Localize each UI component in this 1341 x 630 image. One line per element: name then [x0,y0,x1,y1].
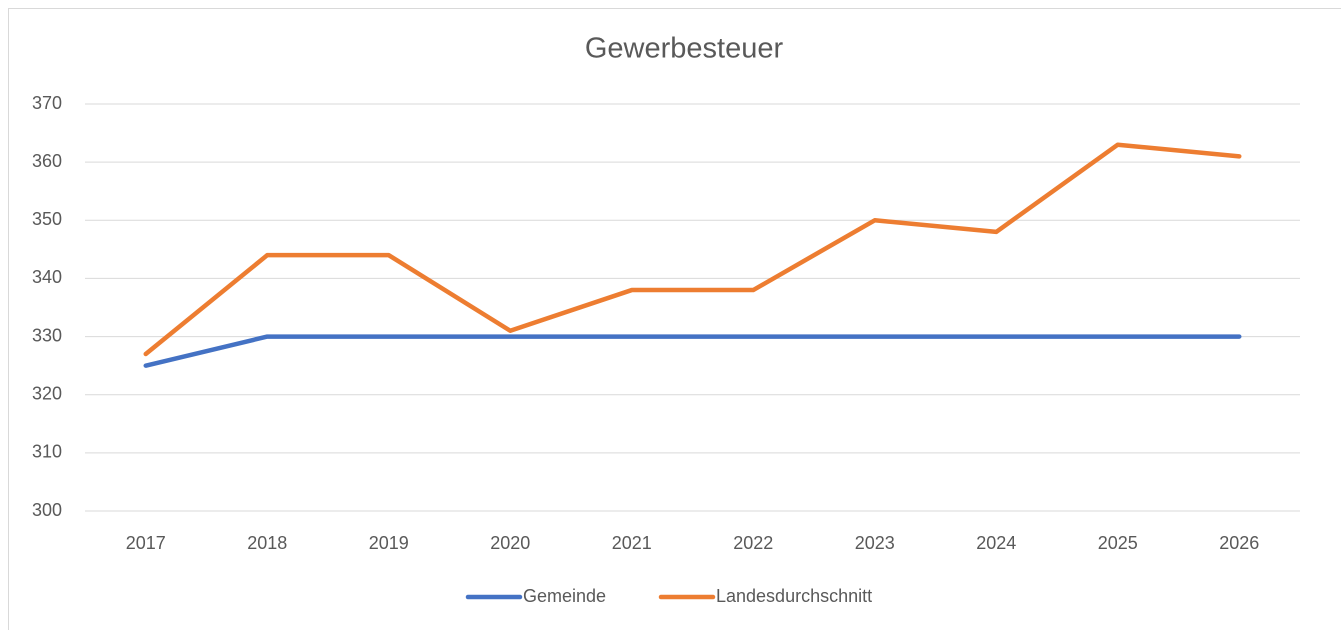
y-tick-label: 340 [32,267,62,287]
x-tick-label: 2026 [1219,533,1259,553]
series-line [143,142,1242,357]
chart-title: Gewerbesteuer [585,33,784,65]
x-tick-label: 2018 [247,533,287,553]
y-tick-label: 360 [32,151,62,171]
y-tick-label: 350 [32,209,62,229]
x-tick-label: 2021 [612,533,652,553]
legend-label: Gemeinde [523,586,606,606]
y-tick-label: 310 [32,442,62,462]
y-tick-label: 370 [32,93,62,113]
chart-border [8,8,1341,630]
x-tick-label: 2022 [733,533,773,553]
x-tick-label: 2019 [369,533,409,553]
y-tick-label: 330 [32,325,62,345]
series-line [143,334,1242,368]
y-tick-label: 300 [32,500,62,520]
legend-label: Landesdurchschnitt [716,586,872,606]
x-tick-label: 2017 [126,533,166,553]
x-tick-label: 2023 [855,533,895,553]
x-tick-label: 2024 [976,533,1016,553]
x-tick-label: 2020 [490,533,530,553]
y-tick-label: 320 [32,383,62,403]
x-tick-label: 2025 [1098,533,1138,553]
